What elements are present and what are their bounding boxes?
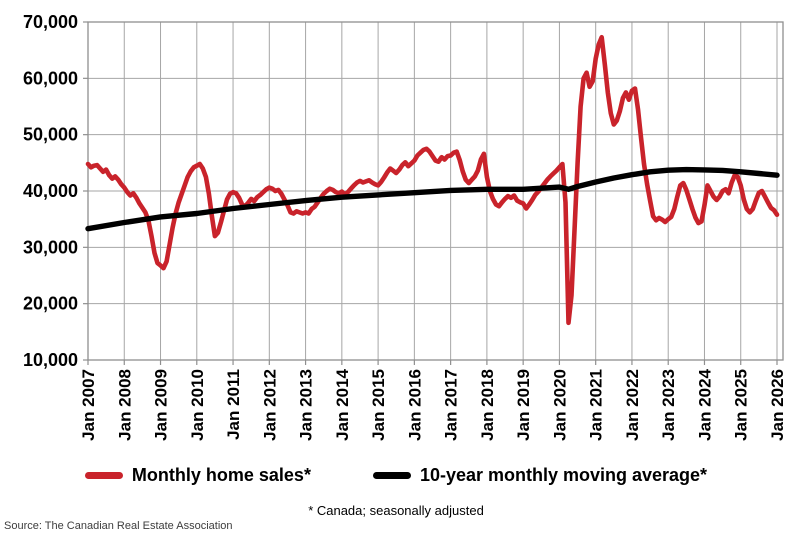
series-ten-year-moving-average: [85, 166, 780, 232]
x-tick-label: Jan 2022: [623, 369, 642, 441]
x-tick-label: Jan 2025: [732, 369, 751, 441]
x-tick-label: Jan 2007: [79, 369, 98, 441]
legend-label-monthly-home-sales: Monthly home sales*: [131, 465, 311, 485]
y-tick-label: 40,000: [23, 181, 78, 201]
y-tick-label: 10,000: [23, 350, 78, 370]
x-tick-label: Jan 2014: [333, 368, 352, 440]
x-tick-label: Jan 2011: [224, 369, 243, 440]
y-tick-label: 30,000: [23, 237, 78, 257]
series-monthly-home-sales: [85, 34, 780, 326]
y-tick-label: 50,000: [23, 125, 78, 145]
black-line-swatch-icon: [372, 472, 411, 479]
legend-label-moving-average: 10-year monthly moving average*: [419, 465, 708, 485]
footnote: * Canada; seasonally adjusted: [308, 503, 484, 518]
x-tick-label: Jan 2010: [188, 369, 207, 441]
x-tick-label: Jan 2021: [587, 369, 606, 441]
x-tick-label: Jan 2016: [405, 369, 424, 441]
legend: Monthly home sales* 10-year monthly movi…: [0, 465, 792, 486]
y-tick-label: 70,000: [23, 12, 78, 32]
x-tick-label: Jan 2018: [478, 369, 497, 441]
x-tick-label: Jan 2009: [152, 369, 171, 441]
plot-area: 10,000 20,000 30,000 40,000 50,000 60,000 70,0…: [23, 12, 787, 441]
y-tick-label: 20,000: [23, 294, 78, 314]
x-tick-label: Jan 2013: [297, 369, 316, 441]
x-tick-label: Jan 2023: [659, 369, 678, 441]
x-tick-label: Jan 2008: [115, 369, 134, 441]
x-tick-label: Jan 2019: [514, 369, 533, 441]
legend-item-monthly-home-sales: Monthly home sales*: [84, 465, 311, 486]
x-tick-label: Jan 2015: [369, 369, 388, 441]
x-tick-label: Jan 2020: [550, 369, 569, 441]
legend-item-moving-average: 10-year monthly moving average*: [372, 465, 708, 486]
x-tick-label: Jan 2017: [442, 369, 461, 441]
y-tick-label: 60,000: [23, 68, 78, 88]
source-note: Source: The Canadian Real Estate Associa…: [4, 520, 233, 532]
red-line-swatch-icon: [84, 472, 123, 479]
x-tick-label: Jan 2026: [768, 369, 787, 441]
x-tick-label: Jan 2012: [260, 369, 279, 441]
x-tick-label: Jan 2024: [695, 368, 714, 440]
